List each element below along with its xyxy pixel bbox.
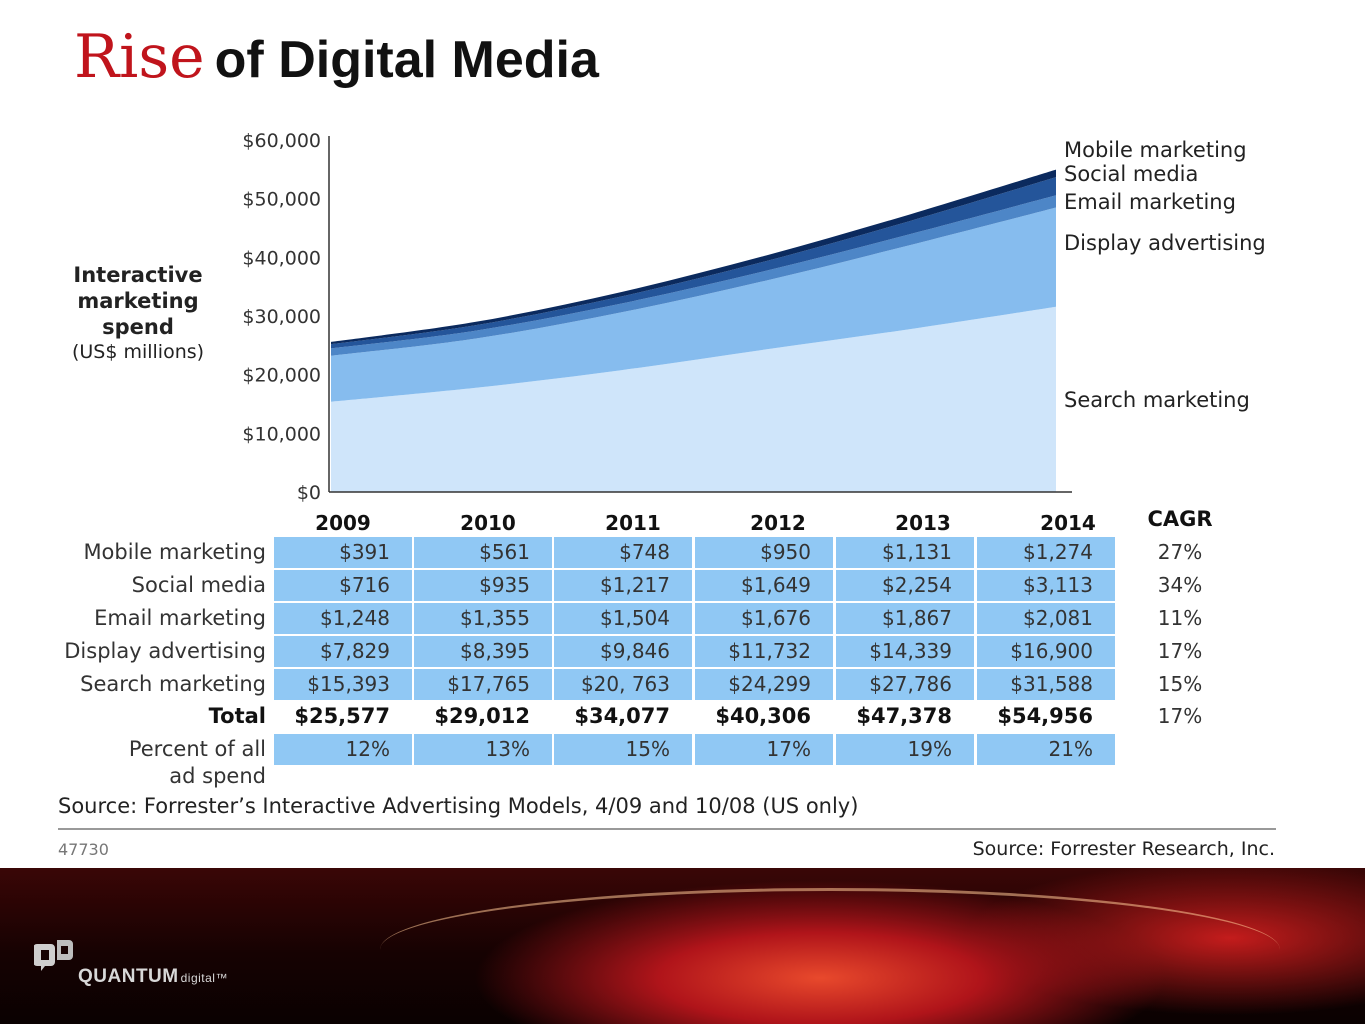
y-axis-label-line-2: marketing <box>77 289 199 313</box>
table-cell: $1,649 <box>695 570 833 601</box>
slide-number: 47730 <box>58 840 109 859</box>
table-cell: $3,113 <box>977 570 1115 601</box>
x-tick-label: 2010 <box>460 511 516 535</box>
y-tick-label: $20,000 <box>242 365 321 387</box>
table-cell: $1,131 <box>836 537 974 568</box>
table-cell: $1,248 <box>274 603 412 634</box>
title-rest: of Digital Media <box>214 31 599 89</box>
table-cell: $15,393 <box>274 669 412 700</box>
y-axis-label-line-1: Interactive <box>73 263 203 287</box>
y-tick-label: $30,000 <box>242 306 321 328</box>
cagr-header: CAGR <box>1147 507 1213 531</box>
row-label: Search marketing <box>80 672 266 696</box>
series-label: Email marketing <box>1064 190 1236 214</box>
y-tick-label: $40,000 <box>242 247 321 269</box>
table-cell: $8,395 <box>414 636 552 667</box>
cagr-value: 17% <box>1157 639 1203 663</box>
table-cell: $27,786 <box>836 669 974 700</box>
table-cell: $9,846 <box>554 636 692 667</box>
logo-wordmark: QUANTUM digital™ <box>78 966 228 988</box>
table-cell: $561 <box>414 537 552 568</box>
row-label: Social media <box>131 573 266 597</box>
total-value: $29,012 <box>434 704 530 728</box>
stacked-area-chart: $0 $10,000 $20,000 $30,000 $40,000 $50,000 $60… <box>242 130 1266 535</box>
percent-cell: 12% <box>274 734 412 765</box>
table-cell: $391 <box>274 537 412 568</box>
table-cell: $20, 763 <box>554 669 692 700</box>
table-cell: $950 <box>695 537 833 568</box>
table-cell: $7,829 <box>274 636 412 667</box>
y-tick-label: $0 <box>297 482 321 504</box>
table-cell: $748 <box>554 537 692 568</box>
percent-cell: 15% <box>554 734 692 765</box>
total-cagr: 17% <box>1157 704 1203 728</box>
row-label: Display advertising <box>64 639 266 663</box>
x-tick-label: 2009 <box>315 511 371 535</box>
table-cell: $935 <box>414 570 552 601</box>
percent-cell: 13% <box>414 734 552 765</box>
source-credit: Source: Forrester Research, Inc. <box>972 838 1275 860</box>
area-series-0 <box>331 306 1056 492</box>
quantum-qd-logo-icon <box>34 940 73 971</box>
total-label: Total <box>208 704 266 728</box>
table-cell: $716 <box>274 570 412 601</box>
table-cell: $2,254 <box>836 570 974 601</box>
total-value: $54,956 <box>997 704 1093 728</box>
table-cell: $16,900 <box>977 636 1115 667</box>
cagr-value: 34% <box>1157 573 1203 597</box>
total-value: $34,077 <box>574 704 670 728</box>
series-label: Social media <box>1064 162 1198 186</box>
table-cell: $1,355 <box>414 603 552 634</box>
y-tick-label: $50,000 <box>242 189 321 211</box>
table-cell: $1,504 <box>554 603 692 634</box>
table-cell: $2,081 <box>977 603 1115 634</box>
series-label: Search marketing <box>1064 388 1250 412</box>
cagr-value: 11% <box>1157 606 1203 630</box>
table-cell: $17,765 <box>414 669 552 700</box>
footer-banner <box>0 868 1365 1024</box>
logo-brand: QUANTUM <box>78 966 179 987</box>
slide-title: Rise of Digital Media <box>74 22 599 92</box>
table-cell: $1,867 <box>836 603 974 634</box>
x-tick-label: 2012 <box>750 511 806 535</box>
area-series-1 <box>331 207 1056 402</box>
percent-label-line-2: ad spend <box>169 764 266 788</box>
divider-rule <box>58 828 1276 830</box>
percent-cell: 21% <box>977 734 1115 765</box>
percent-label: Percent of all <box>128 737 266 761</box>
table-cell: $1,676 <box>695 603 833 634</box>
y-tick-label: $10,000 <box>242 423 321 445</box>
percent-cell: 17% <box>695 734 833 765</box>
logo-suffix: digital™ <box>180 971 228 985</box>
row-label: Email marketing <box>94 606 266 630</box>
table-cell: $31,588 <box>977 669 1115 700</box>
y-axis-unit: (US$ millions) <box>71 341 205 363</box>
series-label: Display advertising <box>1064 231 1266 255</box>
row-label: Mobile marketing <box>83 540 266 564</box>
table-cell: $11,732 <box>695 636 833 667</box>
percent-cell: 19% <box>836 734 974 765</box>
title-emphasis: Rise <box>74 22 205 92</box>
source-note: Source: Forrester’s Interactive Advertis… <box>58 794 859 818</box>
y-axis-label: Interactive marketing spend (US$ million… <box>52 262 224 364</box>
x-tick-label: 2013 <box>895 511 951 535</box>
series-label: Mobile marketing <box>1064 138 1247 162</box>
table-cell: $1,274 <box>977 537 1115 568</box>
y-axis-label-line-3: spend <box>102 315 174 339</box>
cagr-value: 15% <box>1157 672 1203 696</box>
table-cell: $24,299 <box>695 669 833 700</box>
y-tick-label: $60,000 <box>242 130 321 152</box>
total-value: $25,577 <box>294 704 390 728</box>
x-tick-label: 2011 <box>605 511 661 535</box>
total-value: $40,306 <box>715 704 811 728</box>
decorative-swoosh <box>380 888 1280 1011</box>
cagr-value: 27% <box>1157 540 1203 564</box>
total-value: $47,378 <box>856 704 952 728</box>
table-cell: $14,339 <box>836 636 974 667</box>
x-tick-label: 2014 <box>1040 511 1096 535</box>
table-cell: $1,217 <box>554 570 692 601</box>
